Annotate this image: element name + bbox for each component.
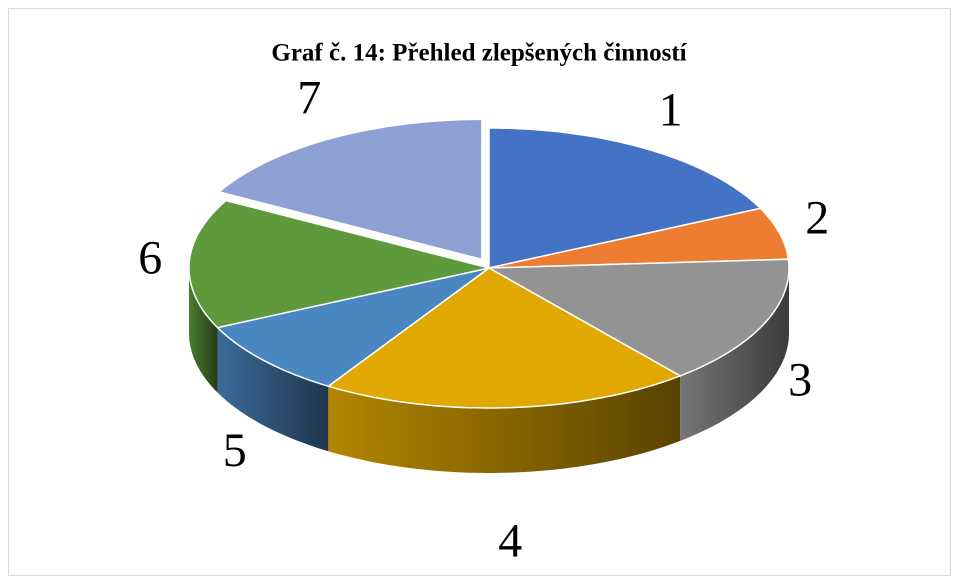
pie-slice bbox=[488, 127, 762, 269]
chart-title: Graf č. 14: Přehled zlepšených činností bbox=[271, 40, 687, 67]
data-label: 6 bbox=[138, 231, 162, 284]
pie-slice bbox=[488, 258, 790, 377]
pie-slice-side bbox=[217, 327, 329, 452]
pie-slice bbox=[216, 267, 490, 387]
pie-slice-side bbox=[680, 268, 789, 441]
data-label: 7 bbox=[297, 72, 321, 125]
pie-slice bbox=[218, 118, 483, 261]
data-label: 1 bbox=[659, 83, 683, 136]
pie-slice bbox=[188, 199, 490, 329]
data-label: 3 bbox=[788, 353, 812, 406]
data-label: 2 bbox=[805, 192, 829, 245]
data-label: 5 bbox=[223, 424, 247, 477]
pie-slice bbox=[488, 207, 790, 269]
pie-slice bbox=[327, 267, 681, 409]
data-label: 4 bbox=[498, 515, 522, 568]
